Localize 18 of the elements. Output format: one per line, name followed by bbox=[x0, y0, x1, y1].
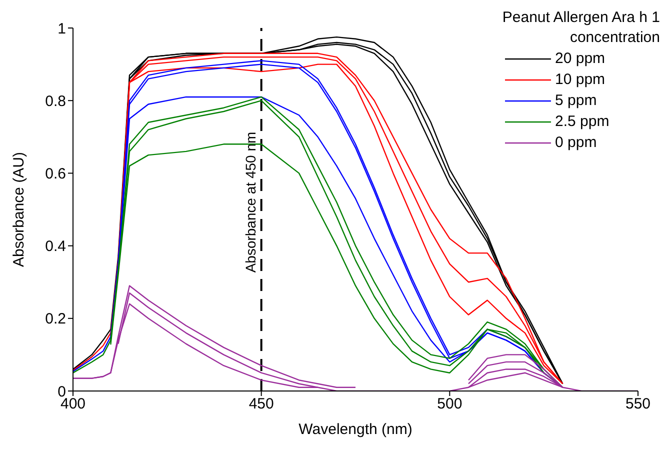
legend-label: 5 ppm bbox=[555, 92, 597, 109]
x-tick-label: 450 bbox=[248, 396, 274, 413]
x-tick-label: 500 bbox=[437, 396, 462, 413]
x-axis-title: Wavelength (nm) bbox=[298, 421, 412, 438]
x-tick-label: 550 bbox=[625, 396, 651, 413]
y-axis-title: Absorbance (AU) bbox=[10, 152, 28, 268]
legend-label: 10 ppm bbox=[555, 71, 606, 88]
x-tick-label: 400 bbox=[60, 396, 86, 413]
y-tick-label: 0.2 bbox=[45, 310, 66, 328]
y-tick-label: 0.6 bbox=[45, 166, 66, 183]
legend-label: 20 ppm bbox=[555, 50, 606, 67]
y-tick-label: 0.8 bbox=[45, 92, 66, 110]
ref-line-label: Absorbance at 450 nm bbox=[242, 132, 258, 273]
legend-label: 0 ppm bbox=[555, 134, 597, 151]
legend-title: Peanut Allergen Ara h 1 concentration bbox=[501, 8, 660, 48]
y-tick-label: 0.4 bbox=[45, 238, 66, 256]
legend-label: 2.5 ppm bbox=[555, 113, 610, 130]
y-tick-label: 1 bbox=[58, 20, 66, 38]
